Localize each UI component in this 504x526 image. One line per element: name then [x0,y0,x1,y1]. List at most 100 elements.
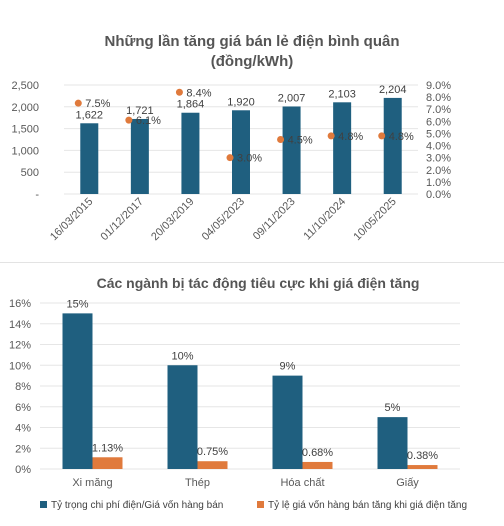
chart1-bar-value-label: 1,721 [126,105,154,117]
chart1-left-tick-label: - [35,189,39,201]
chart1-markers: 7.5% 6.1% 8.4% 3.0% 4.5% 4.8% 4.8% [74,87,414,165]
chart2-bar [92,457,123,469]
chart2-bar-value-label: 0.38% [407,450,438,462]
affected-industries-chart: Các ngành bị tác động tiêu cực khi giá đ… [9,275,467,511]
electricity-price-chart-panel: Những lần tăng giá bán lẻ điện bình quân… [0,0,504,258]
chart1-bar [130,118,149,194]
chart1-marker [327,132,335,140]
chart1-marker [74,99,82,107]
chart2-x-axis: Xi măng Thép Hóa chất Giấy [72,477,419,489]
chart1-left-tick-label: 1,500 [11,124,39,136]
chart1-bar [80,123,99,194]
chart1-left-tick-label: 500 [21,167,39,179]
electricity-price-chart: Những lần tăng giá bán lẻ điện bình quân… [11,33,451,243]
chart1-marker [125,116,133,124]
chart2-y-tick-label: 6% [15,402,31,414]
chart1-x-tick-label: 11/10/2024 [301,196,348,243]
chart1-x-tick-label: 20/03/2019 [149,196,196,243]
chart2-y-tick-label: 0% [15,464,31,476]
chart1-x-tick-label: 09/11/2023 [251,196,298,243]
chart2-y-tick-label: 4% [15,423,31,435]
chart1-marker-value-label: 8.4% [186,87,211,99]
chart1-right-axis: 0.0%1.0%2.0%3.0%4.0%5.0%6.0%7.0%8.0%9.0% [426,80,451,201]
chart1-x-tick-label: 16/03/2015 [48,196,95,243]
chart2-bar [62,313,93,469]
chart2-bar-value-label: 10% [171,350,193,362]
affected-industries-chart-panel: Các ngành bị tác động tiêu cực khi giá đ… [0,262,504,526]
chart1-bar-value-label: 1,920 [227,96,255,108]
chart2-bar [197,461,228,469]
chart1-bar [282,106,301,194]
chart2-bar-value-label: 0.68% [302,447,333,459]
chart2-bar-value-label: 1.13% [92,442,123,454]
chart2-bar [302,461,333,469]
chart1-marker [277,136,285,143]
chart2-bar [272,375,303,469]
chart1-x-tick-label: 04/05/2023 [200,196,247,243]
chart2-bar-value-label: 9% [280,361,296,373]
chart1-right-tick-label: 0.0% [426,189,451,201]
chart2-legend: Tỷ trọng chi phí điện/Giá vốn hàng bán T… [40,499,467,511]
chart1-right-tick-label: 2.0% [426,165,451,177]
chart1-x-axis: 16/03/2015 01/12/2017 20/03/2019 04/05/2023… [48,196,399,243]
legend-label-series2: Tỷ lệ giá vốn hàng bán tăng khi giá điện… [268,499,467,511]
chart1-x-tick-label: 01/12/2017 [99,196,146,243]
chart1-right-tick-label: 1.0% [426,177,451,189]
chart2-y-tick-label: 8% [15,381,31,393]
chart1-marker [226,154,234,162]
chart1-marker-value-label: 7.5% [85,98,110,110]
chart2-bar-value-label: 5% [385,402,401,414]
chart2-bar [407,465,438,469]
chart1-right-tick-label: 9.0% [426,80,451,92]
chart1-x-tick-label: 10/05/2025 [351,196,398,243]
chart2-y-tick-label: 10% [9,360,31,372]
chart2-title: Các ngành bị tác động tiêu cực khi giá đ… [97,275,420,291]
chart1-bar-value-label: 2,007 [278,92,306,104]
chart2-y-axis: 0% 2% 4% 6% 8% 10% 12% 14% 16% [9,298,31,476]
chart1-bar-value-label: 1,622 [76,109,104,121]
chart1-bar [232,110,250,194]
chart1-marker-value-label: 6.1% [136,115,161,127]
chart2-bar [377,417,408,469]
chart2-bars: 15% 1.13% 10% 0.75% 9% 0.68% 5% 0.38% [62,298,438,469]
chart1-right-tick-label: 6.0% [426,116,451,128]
chart1-right-tick-label: 5.0% [426,128,451,140]
chart1-right-tick-label: 7.0% [426,104,451,116]
chart1-left-tick-label: 2,000 [11,102,39,114]
chart1-bars: 1,622 1,721 1,864 1,920 2,007 2,103 2,204 [76,84,407,194]
chart1-bar [181,112,200,194]
chart2-y-tick-label: 12% [9,340,31,352]
chart1-left-axis: - 500 1,000 1,500 2,000 2,500 [11,80,39,201]
chart2-x-tick-label: Thép [185,477,210,489]
chart1-right-tick-label: 3.0% [426,153,451,165]
legend-label-series1: Tỷ trọng chi phí điện/Giá vốn hàng bán [51,499,223,511]
chart1-left-tick-label: 2,500 [11,80,39,92]
legend-swatch-series1 [40,501,47,508]
chart1-marker-value-label: 4.5% [288,135,313,147]
chart1-bar [383,97,402,194]
legend-swatch-series2 [257,501,264,508]
chart1-marker [175,88,183,96]
chart2-y-tick-label: 16% [9,298,31,310]
chart2-x-tick-label: Xi măng [72,477,112,489]
chart1-marker-value-label: 3.0% [237,153,262,165]
chart2-y-tick-label: 2% [15,443,31,455]
chart1-left-tick-label: 1,000 [11,145,39,157]
chart1-bar-value-label: 2,204 [379,84,407,96]
chart1-bar [333,102,352,194]
chart1-marker-value-label: 4.8% [338,131,363,143]
chart1-right-tick-label: 4.0% [426,141,451,153]
chart2-x-tick-label: Giấy [396,477,419,489]
chart2-y-tick-label: 14% [9,319,31,331]
chart1-title-line1: Những lần tăng giá bán lẻ điện bình quân [104,33,399,50]
chart2-bar-value-label: 0.75% [197,446,228,458]
chart1-bar-value-label: 2,103 [328,88,356,100]
chart1-marker-value-label: 4.8% [389,131,414,143]
chart2-bar-value-label: 15% [66,298,88,310]
chart2-bar [167,365,198,469]
chart1-right-tick-label: 8.0% [426,92,451,104]
chart1-title-line2: (đồng/kWh) [211,53,293,70]
chart1-bar-value-label: 1,864 [177,99,205,111]
chart2-x-tick-label: Hóa chất [280,477,324,489]
chart1-marker [378,132,386,140]
